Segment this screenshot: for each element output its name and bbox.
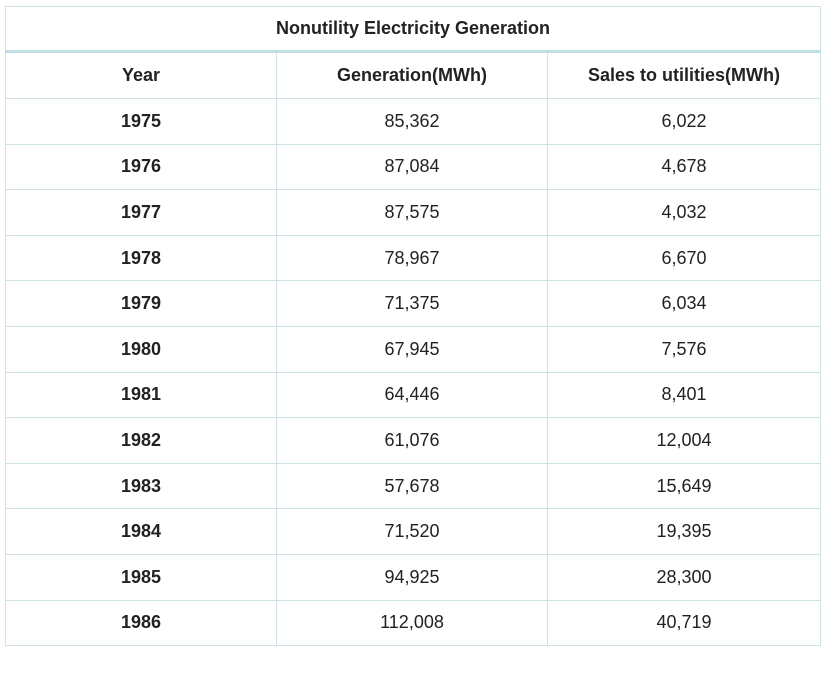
cell-year: 1985 [5,553,277,601]
cell-year: 1976 [5,143,277,191]
cell-sales: 15,649 [547,462,821,510]
cell-year: 1981 [5,371,277,419]
data-table: Nonutility Electricity Generation Year G… [5,6,821,647]
cell-generation: 67,945 [276,325,548,373]
table-row: 1982 61,076 12,004 [5,417,821,464]
column-header-generation: Generation(MWh) [276,51,548,99]
cell-year: 1977 [5,189,277,236]
column-header-year: Year [5,51,277,99]
cell-year: 1983 [5,462,277,510]
table-row: 1986 112,008 40,719 [5,599,821,647]
cell-generation: 71,375 [276,280,548,327]
table-title: Nonutility Electricity Generation [5,6,821,53]
cell-sales: 6,022 [547,98,821,145]
cell-generation: 78,967 [276,234,548,282]
cell-sales: 4,032 [547,189,821,236]
table-row: 1978 78,967 6,670 [5,234,821,282]
cell-generation: 94,925 [276,553,548,601]
table-row: 1985 94,925 28,300 [5,553,821,601]
cell-year: 1978 [5,234,277,282]
table-body: 1975 85,362 6,022 1976 87,084 4,678 1977 87,575… [5,98,821,647]
cell-year: 1980 [5,325,277,373]
cell-sales: 6,670 [547,234,821,282]
cell-year: 1975 [5,98,277,145]
table-container: Nonutility Electricity Generation Year G… [5,6,821,647]
cell-sales: 8,401 [547,371,821,419]
table-row: 1981 64,446 8,401 [5,371,821,419]
column-header-sales: Sales to utilities(MWh) [547,51,821,99]
cell-generation: 57,678 [276,462,548,510]
cell-year: 1986 [5,599,277,647]
table-row: 1977 87,575 4,032 [5,189,821,236]
cell-sales: 7,576 [547,325,821,373]
table-row: 1984 71,520 19,395 [5,508,821,555]
cell-sales: 12,004 [547,417,821,464]
cell-generation: 71,520 [276,508,548,555]
cell-generation: 112,008 [276,599,548,647]
table-row: 1983 57,678 15,649 [5,462,821,510]
cell-year: 1982 [5,417,277,464]
cell-sales: 28,300 [547,553,821,601]
cell-sales: 40,719 [547,599,821,647]
header-row: Year Generation(MWh) Sales to utilities(… [5,51,821,99]
cell-sales: 4,678 [547,143,821,191]
cell-sales: 19,395 [547,508,821,555]
cell-sales: 6,034 [547,280,821,327]
cell-generation: 87,084 [276,143,548,191]
table-row: 1976 87,084 4,678 [5,143,821,191]
table-row: 1980 67,945 7,576 [5,325,821,373]
cell-year: 1979 [5,280,277,327]
cell-generation: 64,446 [276,371,548,419]
cell-generation: 61,076 [276,417,548,464]
cell-generation: 85,362 [276,98,548,145]
table-row: 1979 71,375 6,034 [5,280,821,327]
cell-year: 1984 [5,508,277,555]
table-row: 1975 85,362 6,022 [5,98,821,145]
title-row: Nonutility Electricity Generation [5,6,821,53]
cell-generation: 87,575 [276,189,548,236]
